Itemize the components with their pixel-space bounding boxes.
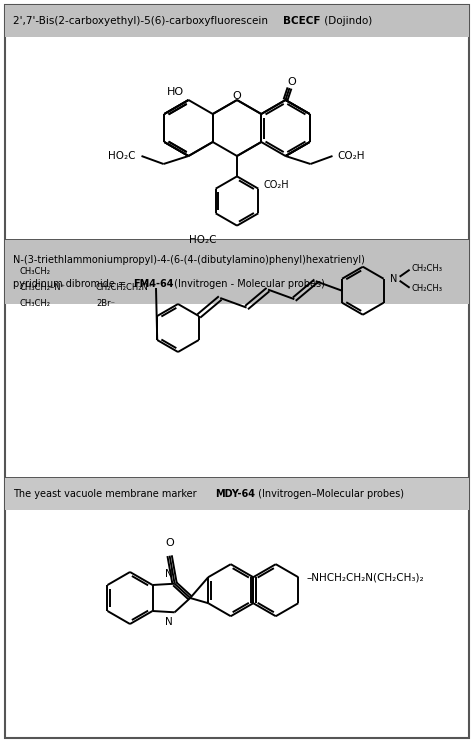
Text: CH₂CH₃: CH₂CH₃ (411, 265, 443, 273)
Text: CH₂CH₃: CH₂CH₃ (411, 285, 443, 293)
Text: pyridinum dibromide =: pyridinum dibromide = (13, 279, 129, 289)
Text: FM4-64: FM4-64 (133, 279, 173, 289)
Text: N: N (165, 617, 173, 627)
Bar (5, 240, 469, 478)
Text: –NHCH₂CH₂N(CH₂CH₃)₂: –NHCH₂CH₂N(CH₂CH₃)₂ (306, 572, 424, 583)
Text: CH₃CH₂: CH₃CH₂ (20, 299, 51, 308)
Text: 2Br⁻: 2Br⁻ (96, 299, 115, 308)
Text: HO: HO (166, 87, 183, 97)
Text: (Dojindo): (Dojindo) (321, 16, 372, 26)
Text: CH₃CH₂: CH₃CH₂ (20, 267, 51, 276)
Text: BCECF: BCECF (283, 16, 320, 26)
Text: O: O (233, 91, 241, 101)
Text: (Invitrogen - Molecular probes): (Invitrogen - Molecular probes) (171, 279, 325, 289)
Text: The yeast vacuole membrane marker: The yeast vacuole membrane marker (13, 489, 200, 499)
Text: CH₂CH₂CH₂N⁺: CH₂CH₂CH₂N⁺ (96, 284, 154, 293)
Text: O: O (165, 538, 174, 548)
Text: HO₂C: HO₂C (190, 235, 217, 244)
Text: N-(3-triethlammoniumpropyI)-4-(6-(4-(dibutylamino)phenyl)hexatrienyl): N-(3-triethlammoniumpropyI)-4-(6-(4-(dib… (13, 255, 365, 265)
Text: O: O (287, 77, 296, 87)
Text: CO₂H: CO₂H (337, 151, 365, 161)
Text: N: N (165, 568, 173, 579)
Bar (5, 478, 469, 510)
Text: HO₂C: HO₂C (108, 151, 136, 161)
Text: CH₃CH₂–N⁺: CH₃CH₂–N⁺ (20, 284, 66, 293)
Bar (5, 5, 469, 240)
Text: MDY-64: MDY-64 (215, 489, 255, 499)
Bar (5, 240, 469, 304)
Bar (5, 478, 469, 738)
Text: N: N (390, 273, 397, 284)
Text: (Invitrogen–Molecular probes): (Invitrogen–Molecular probes) (255, 489, 404, 499)
Text: 2',7'-Bis(2-carboxyethyl)-5(6)-carboxyfluorescein: 2',7'-Bis(2-carboxyethyl)-5(6)-carboxyfl… (13, 16, 271, 26)
Text: CO₂H: CO₂H (264, 180, 289, 189)
Bar (5, 5, 469, 37)
